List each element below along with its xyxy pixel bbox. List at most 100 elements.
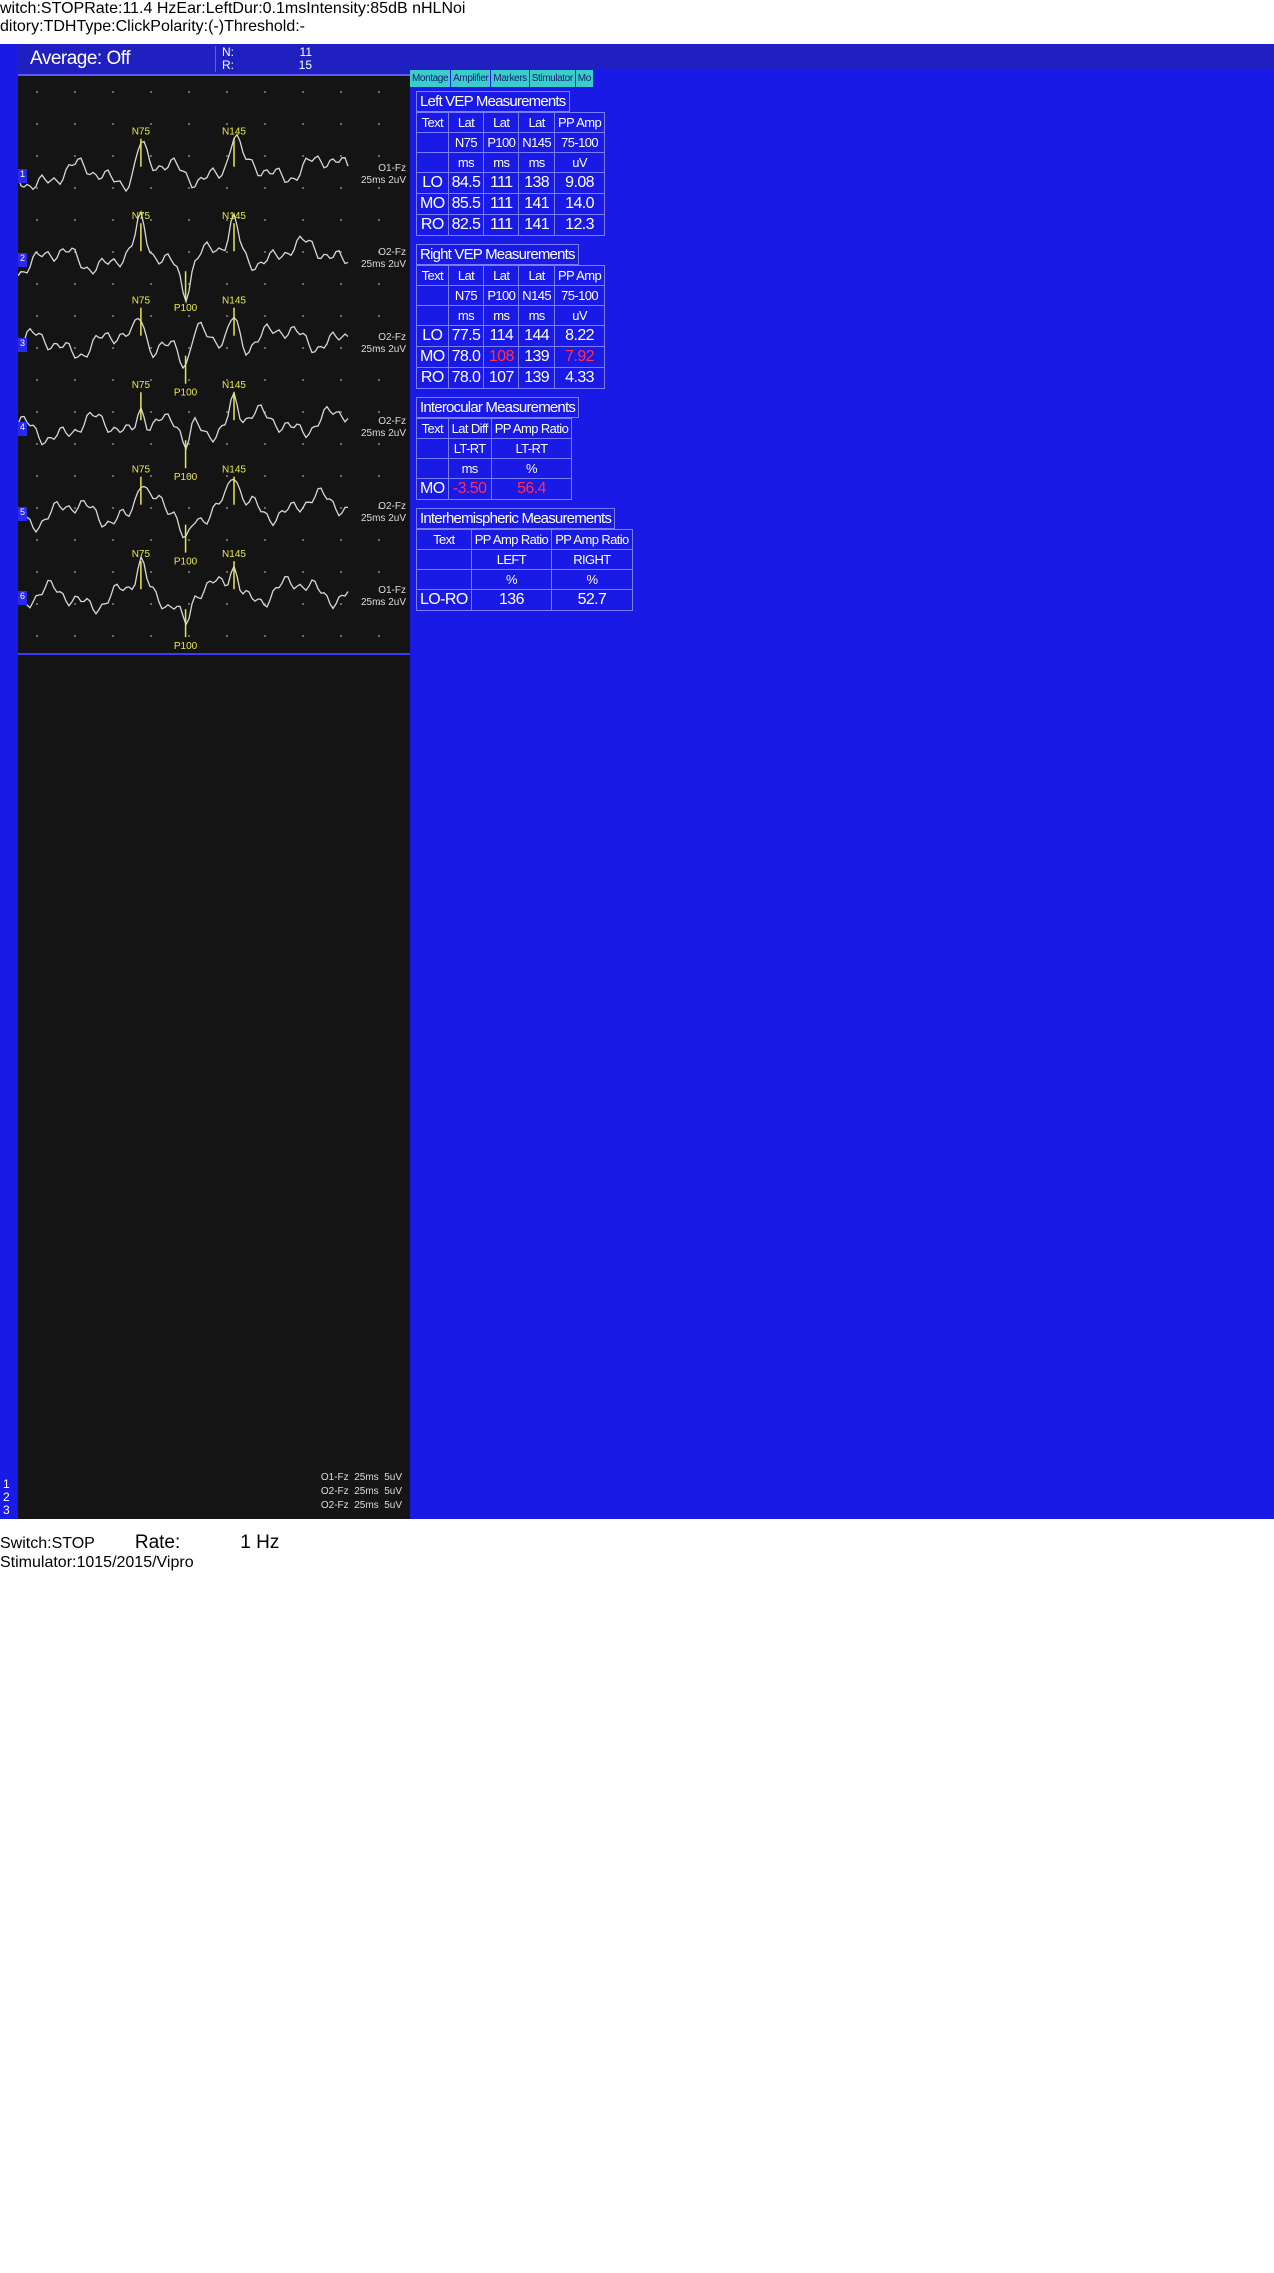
traces: N75 N145 N75 P100 N145 N75 P100 N145 N75 P100 N145… — [18, 127, 349, 652]
r-label: R: — [222, 58, 234, 72]
table-cell: Text — [416, 529, 472, 550]
table-cell: 136 — [470, 589, 553, 611]
table-cell: uV — [553, 305, 606, 326]
table-row: MO 85.5 111 141 14.0 — [416, 193, 606, 215]
peak-label: N75 — [132, 549, 151, 560]
table: Text Lat Lat Lat PP Amp N75 P100 N145 75-100 ms ms… — [416, 112, 606, 236]
channel-marker: 3 — [18, 337, 27, 352]
table-cell: 141 — [518, 214, 555, 236]
table-cell: ms — [447, 152, 485, 173]
trace-line — [18, 210, 349, 304]
header-field: ditory: — [0, 18, 44, 35]
table-cell: PP Amp — [553, 112, 606, 133]
peak-label: P100 — [174, 641, 198, 652]
table-cell: RO — [416, 214, 449, 236]
table-row: LO 77.5 114 144 8.22 — [416, 325, 606, 347]
table-row: LO-RO 136 52.7 — [416, 589, 633, 611]
table-cell: ms — [518, 152, 555, 173]
header-field: Polarity: — [150, 18, 209, 35]
table-title: Left VEP Measurements — [416, 91, 570, 112]
table-cell: LT-RT — [490, 438, 573, 459]
tab[interactable]: Markers — [491, 70, 530, 87]
table-cell: 108 — [483, 346, 520, 368]
peak-label: N75 — [132, 296, 151, 307]
counts: N: 11 R: 15 — [215, 46, 312, 72]
table-cell: Lat — [518, 112, 555, 133]
channel-marker: 5 — [18, 506, 27, 521]
table-cell: 4.33 — [553, 367, 606, 389]
legend-entry: O2-Fz 25ms 5uV — [320, 1500, 402, 1511]
header-field: 85dB nHL — [370, 0, 442, 17]
trace-scale: 25ms 2uV — [360, 428, 406, 440]
tab[interactable]: Montage — [410, 70, 452, 87]
header-field: witch: — [0, 0, 41, 17]
table-cell: 111 — [483, 172, 520, 194]
table-cell — [416, 152, 449, 173]
table-cell — [416, 305, 449, 326]
trace-scale: 25ms 2uV — [360, 259, 406, 271]
header-field: Click — [115, 18, 151, 35]
header-field: STOP — [40, 0, 85, 17]
footer-area: O1-Fz 25ms 5uV O2-Fz 25ms 5uV O2-Fz 25ms 5… — [18, 653, 410, 1519]
table-row: N75 P100 N145 75-100 — [416, 285, 606, 306]
table-cell: 111 — [483, 214, 520, 236]
table-cell: Lat — [447, 112, 485, 133]
table-cell: PP Amp Ratio — [551, 529, 633, 550]
header-field: Dur: — [232, 0, 263, 17]
table-row: N75 P100 N145 75-100 — [416, 132, 606, 153]
waveform-area: N75 N145 N75 P100 N145 N75 P100 N145 N75 P100 N145… — [18, 76, 410, 653]
trace-scale: 25ms 2uV — [360, 174, 406, 186]
table-cell: 107 — [483, 367, 520, 389]
tab[interactable]: Stimulator — [529, 70, 576, 87]
header-field: Switch: — [0, 1535, 52, 1552]
peak-label: P100 — [174, 472, 198, 483]
peak-label: N75 — [132, 127, 151, 138]
table-cell: 84.5 — [447, 172, 485, 194]
table-row: ms% — [416, 458, 573, 479]
table-cell: ms — [518, 305, 555, 326]
table-cell: 144 — [518, 325, 555, 347]
table-row: ms ms ms uV — [416, 305, 606, 326]
table: Text Lat Diff PP Amp Ratio LT-RT LT-RT ms% MO -… — [416, 418, 573, 500]
table-cell: 56.4 — [490, 478, 573, 500]
table-cell: P100 — [483, 132, 520, 153]
measurement-table: Interhemispheric Measurements Text PP Amp … — [416, 508, 1274, 611]
table-cell: % — [470, 569, 553, 590]
table-cell: N145 — [518, 285, 555, 306]
trace-name: O2-Fz — [378, 416, 406, 428]
table-row: MO -3.50 56.4 — [416, 478, 573, 500]
measurement-table: Interocular Measurements Text Lat Diff PP A… — [416, 397, 1274, 500]
table-cell: 139 — [518, 367, 555, 389]
header-row: ditory:TDHType:ClickPolarity:(-)Threshol… — [0, 18, 619, 36]
trace-line — [18, 133, 349, 193]
trace-name: O1-Fz — [378, 585, 406, 597]
table: Text Lat Lat Lat PP Amp N75 P100 N145 75-100 ms ms… — [416, 265, 606, 389]
header-field: Noi — [441, 0, 466, 17]
table-cell: 141 — [518, 193, 555, 215]
header-field: 0.1ms — [262, 0, 307, 17]
table-cell: 82.5 — [447, 214, 485, 236]
table-cell: uV — [553, 152, 606, 173]
table-cell: Lat — [483, 112, 520, 133]
table-cell: 9.08 — [553, 172, 606, 194]
tab-bar: Montage Amplifier Markers Stimulator Mo — [410, 70, 1274, 87]
trace-label: O1-Fz 25ms 2uV — [361, 585, 406, 609]
header-field: - — [299, 18, 305, 35]
table-cell: Lat — [518, 265, 555, 286]
tab[interactable]: Mo — [575, 70, 594, 87]
legend-entry: O2-Fz 25ms 5uV — [320, 1486, 402, 1497]
table-cell: 7.92 — [553, 346, 606, 368]
tab[interactable]: Amplifier — [451, 70, 492, 87]
table-row: Text Lat Diff PP Amp Ratio — [416, 418, 573, 439]
table-row: %% — [416, 569, 633, 590]
trace-name: O2-Fz — [378, 500, 406, 512]
trace-label: O2-Fz 25ms 2uV — [361, 416, 406, 440]
header-field: (-) — [208, 18, 225, 35]
table-cell: 14.0 — [553, 193, 606, 215]
table-row: Text Lat Lat Lat PP Amp — [416, 112, 606, 133]
channel-marker: 1 — [18, 168, 27, 183]
table-cell: 77.5 — [447, 325, 485, 347]
table-cell: 75-100 — [553, 285, 606, 306]
table-cell: N75 — [447, 132, 485, 153]
